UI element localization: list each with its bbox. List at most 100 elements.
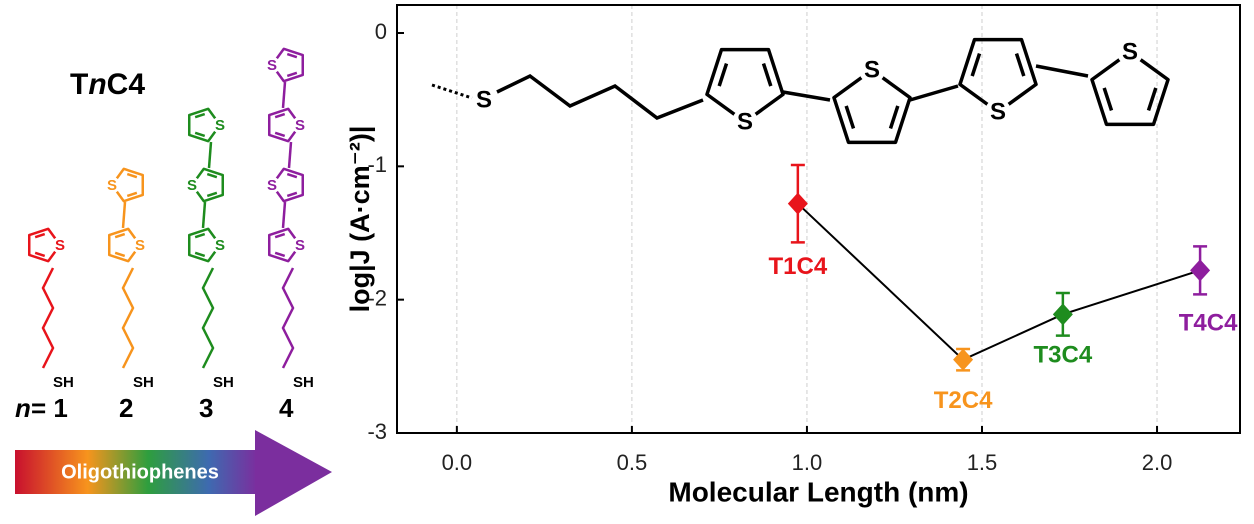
sulfur-label: S <box>737 108 753 135</box>
double-bond <box>844 105 856 130</box>
double-bond <box>1146 87 1158 112</box>
sulfur-label: S <box>215 117 225 134</box>
title-part: n <box>88 68 106 101</box>
x-tick-label: 0.5 <box>617 450 648 475</box>
y-tick-label: -3 <box>367 419 387 444</box>
thiophene-ring <box>107 227 142 263</box>
sulfur-label: S <box>990 98 1006 125</box>
point-label: T3C4 <box>1034 342 1093 369</box>
thiophene-ring <box>110 167 145 203</box>
thiophene-ring <box>1090 50 1170 127</box>
sulfur-label: S <box>295 117 305 134</box>
arrow-label: Oligothiophenes <box>61 461 219 483</box>
dotted-bond <box>431 83 473 100</box>
y-tick-label: -1 <box>367 152 387 177</box>
plot-frame <box>396 4 1241 434</box>
index-symbol: n <box>15 393 31 423</box>
sulfur-label: S <box>187 177 197 194</box>
ring-link <box>782 90 831 102</box>
ring-link <box>287 141 293 169</box>
ring-link <box>1035 64 1089 78</box>
sulfur-bg <box>211 236 229 254</box>
y-tick-label: 0 <box>375 19 387 44</box>
double-bond <box>126 172 138 179</box>
double-bond <box>126 191 138 198</box>
data-point <box>1190 259 1211 282</box>
thiophene-ring <box>958 37 1038 114</box>
index-label: 3 <box>199 393 213 423</box>
data-point <box>787 192 808 215</box>
data-point <box>1052 303 1073 326</box>
sulfur-label: S <box>1122 38 1138 65</box>
ring-link <box>121 201 127 229</box>
title-part: T <box>70 68 88 101</box>
double-bond <box>1102 87 1114 112</box>
x-axis-label: Molecular Length (nm) <box>668 476 968 507</box>
double-bond <box>34 232 46 239</box>
double-bond <box>286 71 298 78</box>
double-bond <box>114 232 126 239</box>
double-bond <box>761 62 773 87</box>
thiol-label: SH <box>293 374 314 391</box>
panel-title: TnC4 <box>70 68 145 101</box>
alkyl-chain <box>281 267 295 369</box>
thiophene-ring <box>267 107 302 143</box>
sulfur-bg <box>211 116 229 134</box>
x-tick-label: 1.5 <box>967 450 998 475</box>
x-tick-label: 1.0 <box>792 450 823 475</box>
ring-link <box>281 81 287 109</box>
arrow-head <box>255 430 332 516</box>
double-bond <box>286 191 298 198</box>
thiophene-ring <box>270 167 305 203</box>
alkyl-chain <box>41 267 55 369</box>
thiophene-ring <box>187 107 222 143</box>
sulfur-bg <box>263 56 281 74</box>
data-point <box>953 348 974 371</box>
ring-link <box>207 141 213 169</box>
thiophene-ring <box>187 227 222 263</box>
double-bond <box>970 52 982 77</box>
ring-link <box>201 201 207 229</box>
double-bond <box>286 172 298 179</box>
alkyl-chain <box>496 73 704 120</box>
thiophene-ring <box>190 167 225 203</box>
sulfur-label: S <box>267 57 277 74</box>
double-bond <box>274 251 286 258</box>
double-bond <box>206 172 218 179</box>
thiophene-ring <box>270 47 305 83</box>
sulfur-bg <box>858 56 886 84</box>
sulfur-label: S <box>215 237 225 254</box>
sulfur-label: S <box>107 177 117 194</box>
double-bond <box>34 251 46 258</box>
x-tick-label: 2.0 <box>1142 450 1173 475</box>
double-bond <box>194 112 206 119</box>
sulfur-bg <box>131 236 149 254</box>
double-bond <box>888 105 900 130</box>
point-label: T2C4 <box>934 387 993 414</box>
thiol-label: SH <box>133 374 154 391</box>
double-bond <box>274 112 286 119</box>
double-bond <box>194 131 206 138</box>
ring-link <box>909 84 959 102</box>
sulfur-bg <box>291 116 309 134</box>
point-label: T4C4 <box>1179 310 1238 337</box>
double-bond <box>114 251 126 258</box>
arrow-body <box>15 450 257 494</box>
double-bond <box>717 62 729 87</box>
thiophene-ring <box>705 47 785 124</box>
title-part: C4 <box>107 68 146 101</box>
ring-link <box>281 201 287 229</box>
thiophene-ring <box>267 227 302 263</box>
thiol-label: SH <box>53 374 74 391</box>
x-tick-label: 0.0 <box>442 450 473 475</box>
double-bond <box>274 131 286 138</box>
sulfur-label: S <box>267 177 277 194</box>
sulfur-label: S <box>295 237 305 254</box>
thiophene-ring <box>27 227 62 263</box>
series-line <box>797 202 1201 361</box>
y-tick-label: -2 <box>367 285 387 310</box>
double-bond <box>206 191 218 198</box>
alkyl-chain <box>201 267 215 369</box>
index-label: = 1 <box>31 393 68 423</box>
